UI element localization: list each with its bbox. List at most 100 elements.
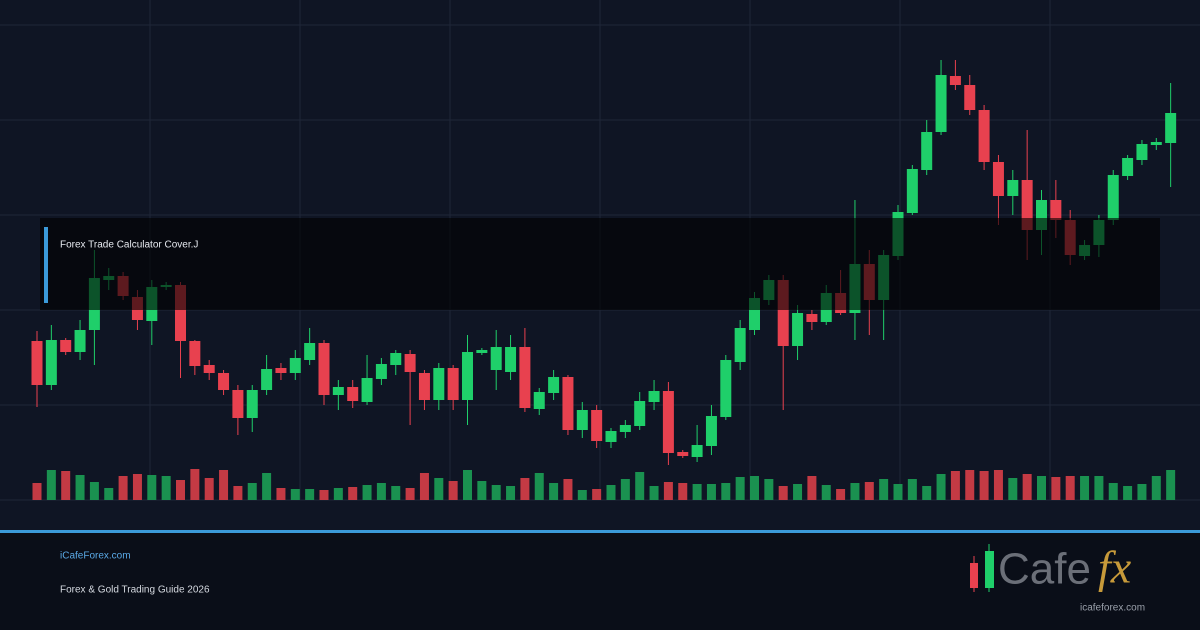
volume-bar: [463, 470, 472, 500]
volume-bar: [391, 486, 401, 500]
site-link: iCafeForex.com: [60, 551, 131, 562]
candle-body: [964, 85, 976, 110]
candle-body: [1050, 200, 1062, 220]
candle-body: [705, 416, 717, 446]
volume-bar: [520, 478, 530, 500]
candle-body: [949, 76, 961, 85]
candle-body: [232, 390, 244, 418]
volume-bar: [32, 483, 42, 500]
volume-bar: [735, 477, 745, 500]
volume-bar: [1022, 474, 1032, 500]
candle-body: [921, 132, 933, 170]
volume-bar: [534, 473, 544, 500]
candle-body: [533, 392, 545, 409]
volume-bar: [491, 485, 501, 500]
volume-bar: [319, 490, 329, 500]
volume-bar: [620, 479, 630, 500]
volume-bar: [692, 484, 702, 500]
volume-bar: [577, 490, 587, 500]
volume-bar: [721, 483, 731, 500]
volume-bar: [549, 483, 559, 500]
volume-bar: [89, 482, 99, 500]
volume-bar: [606, 485, 616, 500]
candle-body: [347, 387, 359, 401]
volume-bar: [850, 483, 860, 500]
candle-body: [978, 110, 990, 162]
candle-body: [619, 425, 631, 432]
volume-bar: [1166, 470, 1176, 500]
candle-body: [45, 340, 57, 385]
candle-body: [1007, 180, 1019, 196]
volume-bar: [61, 471, 71, 500]
volume-bar: [247, 483, 257, 500]
volume-bar: [1151, 476, 1161, 500]
candle-body: [318, 343, 330, 395]
volume-bar: [161, 476, 171, 500]
volume-bar: [405, 488, 415, 500]
candle-body: [548, 377, 560, 393]
volume-bar: [1008, 478, 1018, 500]
volume-bar: [290, 489, 300, 500]
volume-bar: [965, 470, 975, 500]
volume-bar: [434, 478, 444, 500]
volume-bar: [764, 479, 774, 500]
volume-bar: [922, 486, 932, 500]
candle-body: [677, 452, 689, 456]
volume-bar: [204, 478, 214, 500]
volume-bar: [1051, 477, 1061, 500]
candle-body: [404, 354, 416, 372]
volume-bar: [104, 488, 114, 500]
candle-body: [175, 285, 186, 341]
volume-bar: [1037, 476, 1046, 500]
caption-box: [40, 218, 1160, 310]
volume-bar: [893, 484, 903, 500]
candle-body: [605, 431, 617, 442]
candle-body: [203, 365, 215, 373]
candle-body: [1021, 180, 1033, 230]
volume-bar: [706, 484, 716, 500]
candle-body: [734, 328, 746, 362]
volume-bar: [333, 488, 343, 500]
candle-body: [74, 330, 86, 352]
volume-bar: [563, 479, 573, 500]
volume-bar: [1108, 483, 1118, 500]
candle-body: [418, 373, 430, 400]
candle-body: [806, 314, 818, 322]
candle-body: [1136, 144, 1148, 160]
caption: Forex Trade Calculator Cover.J: [60, 240, 198, 251]
candle-body: [390, 353, 402, 365]
volume-bar: [678, 483, 688, 500]
candle-body: [648, 391, 660, 402]
volume-bar: [635, 472, 645, 500]
candle-body: [462, 352, 473, 400]
footer-background: [0, 533, 1200, 630]
candle-body: [218, 373, 230, 390]
candle-body: [634, 401, 646, 426]
volume-bar: [836, 489, 846, 500]
volume-bar: [305, 489, 315, 500]
volume-bar: [190, 469, 200, 500]
volume-bar: [1123, 486, 1133, 500]
volume-bar: [362, 485, 372, 500]
volume-bar: [448, 481, 458, 500]
candle-body: [261, 369, 273, 390]
volume-bar: [979, 471, 989, 500]
candle-body: [749, 298, 760, 330]
volume-bar: [477, 481, 487, 500]
candle-body: [935, 75, 947, 132]
candle-body: [1165, 113, 1177, 143]
logo: Cafe fx icafeforex.com: [970, 542, 1145, 614]
volume-bar: [506, 486, 516, 500]
candle-body: [662, 391, 674, 453]
candle-body: [490, 347, 502, 370]
caption-accent: [44, 227, 48, 303]
volume-bar: [118, 476, 128, 500]
volume-bar: [46, 470, 56, 500]
volume-bar: [176, 480, 185, 500]
volume-bar: [419, 473, 429, 500]
candle-body: [777, 280, 789, 346]
volume-bar: [821, 485, 831, 500]
candle-body: [792, 313, 804, 346]
volume-bar: [219, 470, 229, 500]
